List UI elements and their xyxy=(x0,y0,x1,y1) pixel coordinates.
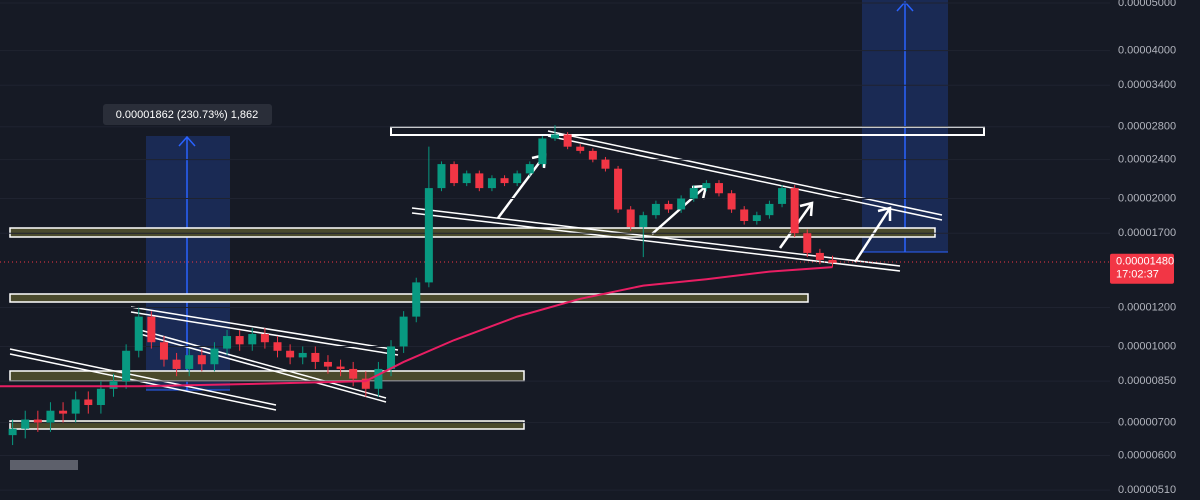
y-tick-label: 0.00001000 xyxy=(1118,340,1176,352)
zone xyxy=(9,227,936,238)
candle-body xyxy=(223,336,232,349)
drawings xyxy=(0,0,1110,470)
candle-body xyxy=(475,173,484,189)
candle-body xyxy=(197,355,206,365)
candle-body xyxy=(639,215,648,228)
candle-body xyxy=(803,233,812,253)
candle-body xyxy=(248,334,257,345)
candle-body xyxy=(374,368,383,389)
candle-body xyxy=(412,282,421,317)
candle-body xyxy=(740,209,749,222)
candle-body xyxy=(147,316,156,343)
candle-body xyxy=(109,381,118,389)
candle-body xyxy=(59,410,68,414)
y-tick-label: 0.00000510 xyxy=(1118,484,1176,496)
candle-body xyxy=(71,399,80,414)
candle-body xyxy=(185,355,194,369)
countdown: 17:02:37 xyxy=(1116,269,1159,281)
moving-average xyxy=(0,266,833,388)
candle-body xyxy=(664,203,673,210)
candle-body xyxy=(8,428,17,436)
candle-body xyxy=(551,134,559,139)
candle-body xyxy=(399,316,408,347)
candle-body xyxy=(122,350,131,382)
candle-body xyxy=(134,316,143,351)
candle-body xyxy=(790,188,799,234)
y-tick-label: 0.00000700 xyxy=(1118,416,1176,428)
candle-body xyxy=(172,359,181,369)
candle-body xyxy=(336,366,345,369)
candle-body xyxy=(159,342,168,360)
candle-body xyxy=(387,346,396,369)
y-tick-label: 0.00000850 xyxy=(1118,375,1176,387)
y-tick-label: 0.00000600 xyxy=(1118,449,1176,461)
y-tick-label: 0.00001700 xyxy=(1118,227,1176,239)
candle-body xyxy=(815,252,824,260)
candle-body xyxy=(778,188,787,204)
candle-body xyxy=(752,215,761,222)
candle-body xyxy=(689,188,698,199)
candle-body xyxy=(601,159,610,169)
candle-body xyxy=(462,173,471,184)
candle-body xyxy=(311,352,320,362)
candle-body xyxy=(614,168,623,210)
zone xyxy=(9,293,809,303)
candle-body xyxy=(828,259,837,263)
candle-body xyxy=(210,348,219,365)
candle-body xyxy=(576,146,585,151)
candle-body xyxy=(500,178,509,184)
zone xyxy=(9,370,525,382)
candle-body xyxy=(361,378,370,389)
candle-body xyxy=(33,419,42,423)
candle-body xyxy=(487,178,496,189)
candle-body xyxy=(714,183,723,194)
marks xyxy=(0,2,1110,491)
y-tick-label: 0.00002800 xyxy=(1118,121,1176,133)
y-tick-label: 0.00005000 xyxy=(1118,0,1176,9)
candle-body xyxy=(538,138,547,165)
zone xyxy=(9,420,525,430)
y-tick-label: 0.00003400 xyxy=(1118,79,1176,91)
candle-body xyxy=(260,334,269,343)
y-tick-label: 0.00001200 xyxy=(1118,301,1176,313)
candle-body xyxy=(563,134,572,147)
candle-body xyxy=(525,164,534,174)
last-price-label: 0.00001480 xyxy=(1116,256,1174,268)
measure-label: 0.00001862 (230.73%) 1,862 xyxy=(116,109,259,121)
price-axis xyxy=(1110,0,1200,500)
candle-body xyxy=(626,209,635,228)
candle-body xyxy=(235,336,244,345)
candle-body xyxy=(46,410,55,423)
candle-body xyxy=(323,361,332,367)
y-tick-label: 0.00002000 xyxy=(1118,192,1176,204)
candle-body xyxy=(298,352,307,358)
candle-body xyxy=(84,399,93,406)
candle-body xyxy=(450,164,459,184)
candle-body xyxy=(437,164,446,189)
candle-body xyxy=(513,173,522,184)
candle-body xyxy=(702,183,711,189)
candle-body xyxy=(273,342,282,351)
y-tick-label: 0.00004000 xyxy=(1118,44,1176,56)
scrollbar xyxy=(10,460,78,470)
candle-body xyxy=(677,198,686,210)
candle-body xyxy=(21,419,30,429)
candle-body xyxy=(651,203,660,216)
candle-body xyxy=(96,388,105,406)
candle-body xyxy=(349,368,358,379)
candle-body xyxy=(286,350,295,358)
candle-body xyxy=(588,150,597,160)
arrow-head xyxy=(896,0,914,12)
candle-body xyxy=(765,203,774,216)
arrow-head xyxy=(178,135,196,147)
candle-body xyxy=(727,193,736,210)
last-price-marker xyxy=(1110,253,1174,284)
measure-label-box xyxy=(103,104,272,125)
y-tick-label: 0.00002400 xyxy=(1118,154,1176,166)
candle-body xyxy=(424,188,433,283)
